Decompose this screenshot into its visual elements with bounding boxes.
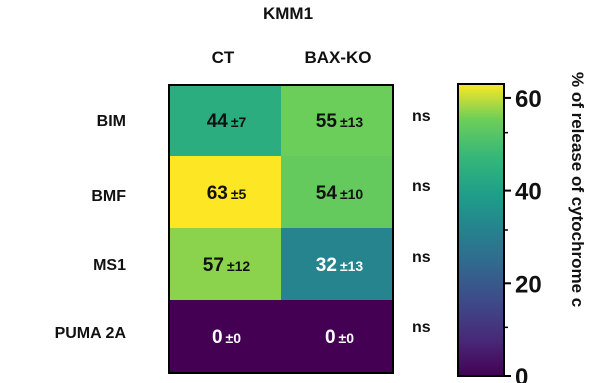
heatmap-plot: 44 ±7 55 ±13 63 ±5 54 ±10 57 ±12 32 ±13 0 ±0 0 ±0 xyxy=(168,84,394,374)
heatmap-cell-labels: 44 ±7 55 ±13 63 ±5 54 ±10 57 ±12 32 ±13 0 ±0 0 ±0 xyxy=(203,111,364,348)
colorbar-tick-label-20: 20 xyxy=(515,271,542,298)
significance-bmf: ns xyxy=(412,178,431,195)
row-label-puma-2a: PUMA 2A xyxy=(54,325,126,342)
colorbar-ticks: 0 20 40 60 xyxy=(504,86,542,383)
heatmap-cell-bim-ct xyxy=(168,84,281,156)
heatmap-cell-ms1-ct xyxy=(168,228,281,300)
heatmap-cell-label-puma-2a-bax-ko: 0 ±0 xyxy=(325,327,354,348)
row-label-bmf: BMF xyxy=(91,188,126,205)
heatmap-cells xyxy=(168,84,394,372)
heatmap-border xyxy=(168,84,394,374)
heatmap-cell-label-ms1-bax-ko: 32 ±13 xyxy=(316,255,364,276)
significance-ms1: ns xyxy=(412,249,431,266)
heatmap-cell-label-bmf-ct: 63 ±5 xyxy=(207,183,247,204)
heatmap-cell-puma-2a-bax-ko xyxy=(281,300,394,372)
colorbar: 0 20 40 60 xyxy=(457,83,542,383)
heatmap-cell-bim-bax-ko xyxy=(281,84,394,156)
heatmap-cell-ms1-bax-ko xyxy=(281,228,394,300)
column-label-ct: CT xyxy=(211,48,235,67)
colorbar-tick-label-60: 60 xyxy=(515,86,542,113)
colorbar-tick-label-0: 0 xyxy=(515,364,528,383)
heatmap-cell-bmf-bax-ko xyxy=(281,156,394,228)
heatmap-cell-label-bmf-bax-ko: 54 ±10 xyxy=(316,183,364,204)
significance-puma-2a: ns xyxy=(412,319,431,336)
colorbar-label-wrap: % of release of cytochrome c xyxy=(567,72,587,383)
colorbar-tick-label-40: 40 xyxy=(515,179,542,206)
colorbar-gradient xyxy=(457,83,505,377)
heatmap-cell-label-bim-ct: 44 ±7 xyxy=(207,111,247,132)
row-label-bim: BIM xyxy=(96,113,126,130)
row-label-ms1: MS1 xyxy=(93,257,126,274)
heatmap-cell-puma-2a-ct xyxy=(168,300,281,372)
heatmap-cell-label-ms1-ct: 57 ±12 xyxy=(203,255,251,276)
heatmap-cell-label-puma-2a-ct: 0 ±0 xyxy=(212,327,241,348)
significance-bim: ns xyxy=(412,108,431,125)
colorbar-label: % of release of cytochrome c xyxy=(568,72,587,308)
column-label-bax-ko: BAX-KO xyxy=(304,48,372,67)
heatmap-cell-bmf-ct xyxy=(168,156,281,228)
heatmap-cell-label-bim-bax-ko: 55 ±13 xyxy=(316,111,364,132)
chart-title: KMM1 xyxy=(262,4,314,23)
